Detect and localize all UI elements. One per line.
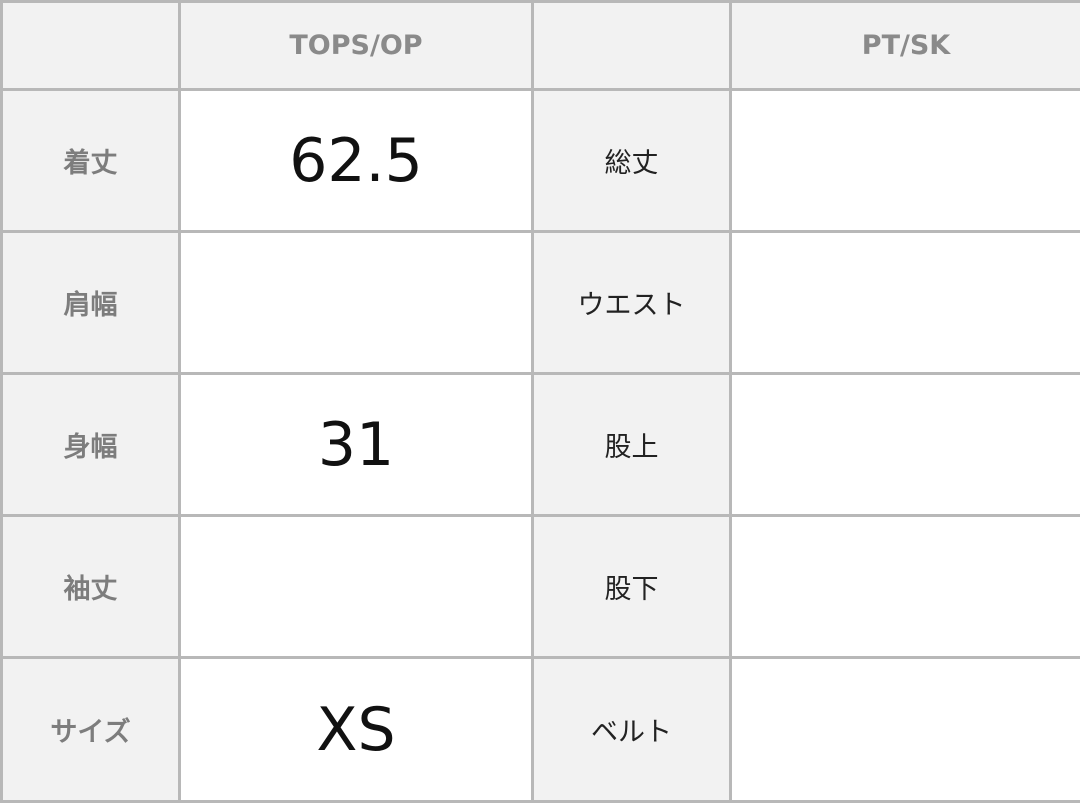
- tops-value: 31: [180, 374, 533, 516]
- pants-label: ウエスト: [533, 232, 731, 374]
- table-row: 着丈 62.5 総丈: [2, 90, 1080, 232]
- tops-value: [180, 516, 533, 658]
- tops-label: サイズ: [2, 658, 180, 802]
- pants-value: [731, 90, 1080, 232]
- pants-header: PT/SK: [731, 2, 1080, 90]
- tops-label: 身幅: [2, 374, 180, 516]
- pants-label: 総丈: [533, 90, 731, 232]
- pants-value: [731, 232, 1080, 374]
- table-row: サイズ XS ベルト: [2, 658, 1080, 802]
- table-row: 袖丈 股下: [2, 516, 1080, 658]
- pants-value: [731, 374, 1080, 516]
- pants-label: ベルト: [533, 658, 731, 802]
- pants-value: [731, 516, 1080, 658]
- tops-value: 62.5: [180, 90, 533, 232]
- tops-label: 袖丈: [2, 516, 180, 658]
- pants-label: 股上: [533, 374, 731, 516]
- tops-label: 肩幅: [2, 232, 180, 374]
- tops-value: [180, 232, 533, 374]
- mid-header: [533, 2, 731, 90]
- header-row: TOPS/OP PT/SK: [2, 2, 1080, 90]
- table-row: 肩幅 ウエスト: [2, 232, 1080, 374]
- table-row: 身幅 31 股上: [2, 374, 1080, 516]
- tops-header: TOPS/OP: [180, 2, 533, 90]
- tops-label: 着丈: [2, 90, 180, 232]
- corner-cell: [2, 2, 180, 90]
- pants-value: [731, 658, 1080, 802]
- pants-label: 股下: [533, 516, 731, 658]
- tops-value: XS: [180, 658, 533, 802]
